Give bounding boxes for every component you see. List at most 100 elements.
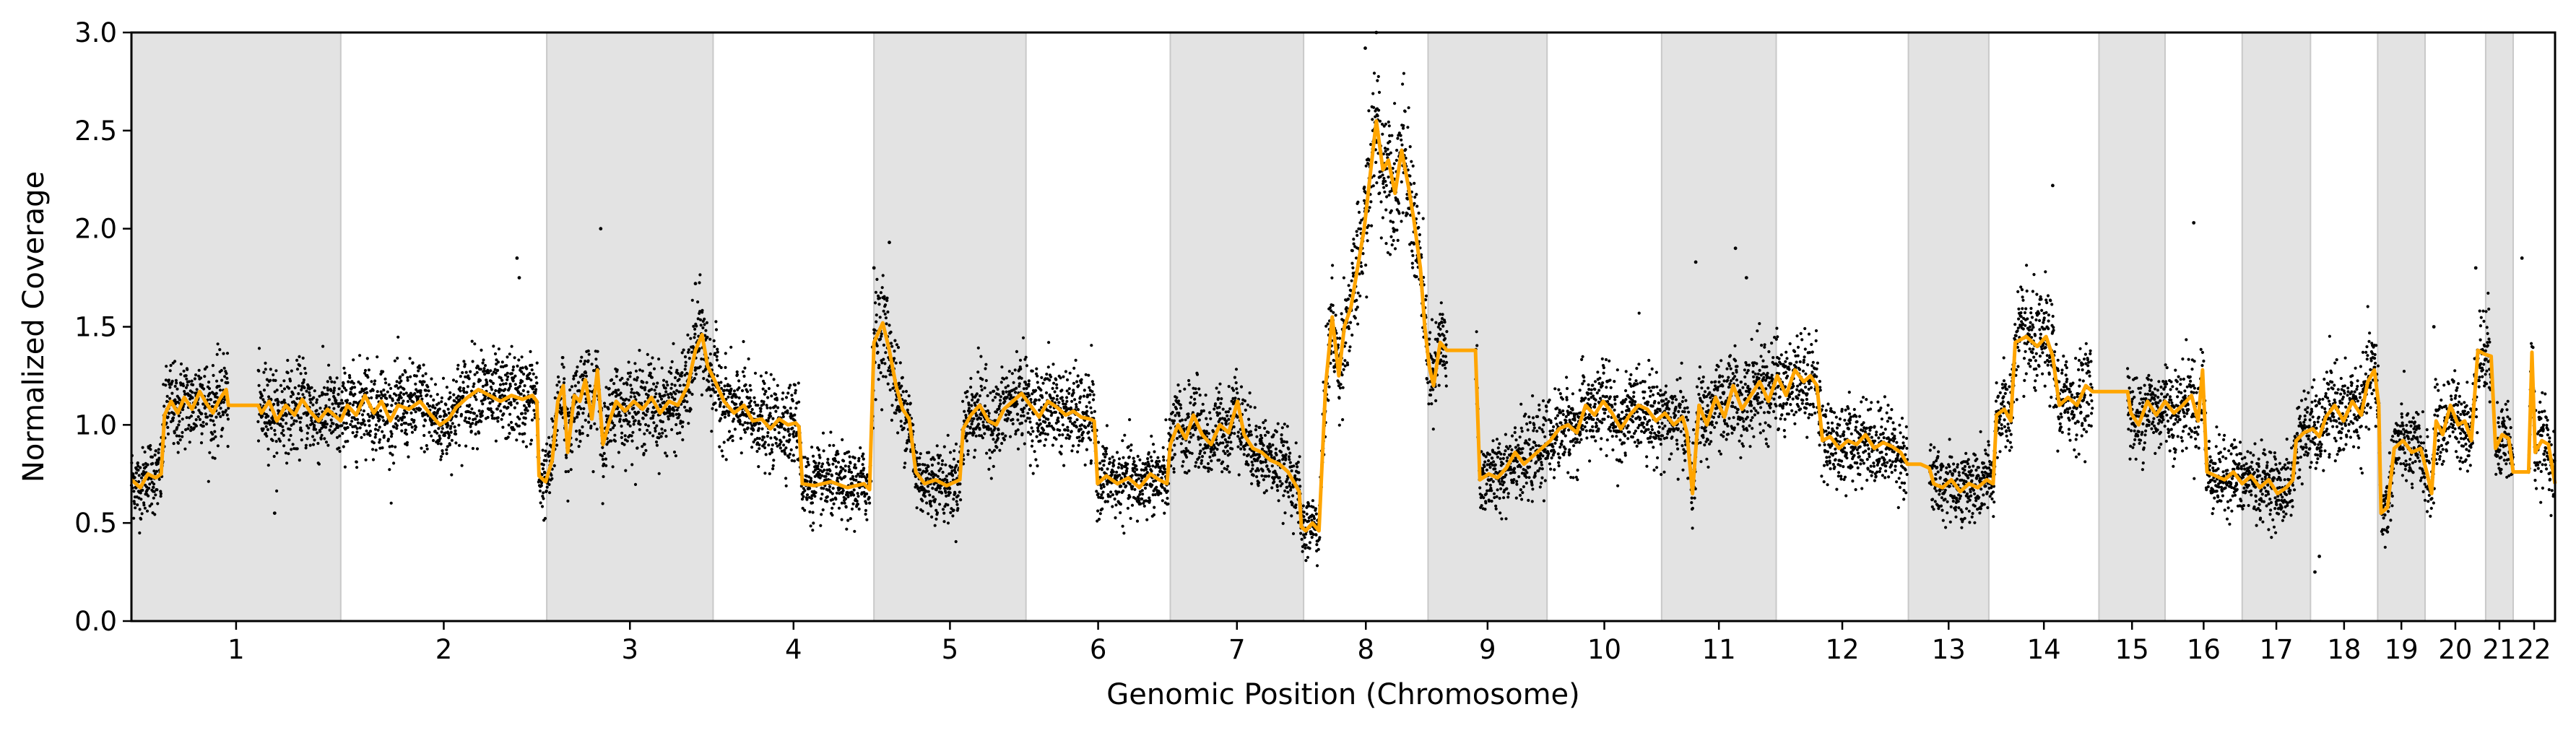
coverage-point [1125,469,1129,473]
coverage-point [1052,381,1056,385]
coverage-point [311,435,315,438]
coverage-point [810,497,813,500]
coverage-point [186,368,189,371]
coverage-point [748,383,752,387]
coverage-point [491,399,495,403]
coverage-point [1101,507,1104,511]
coverage-point [880,408,884,412]
coverage-point [684,360,688,364]
coverage-point [221,413,225,417]
coverage-point [142,463,145,467]
coverage-point [326,392,329,396]
coverage-point [1038,422,1042,426]
coverage-point [986,394,989,398]
coverage-point [303,367,307,370]
coverage-point [1111,470,1115,474]
coverage-point [830,474,833,477]
coverage-point [1184,446,1188,451]
coverage-point [1075,418,1079,422]
coverage-point [483,397,487,401]
coverage-point [422,450,426,454]
coverage-point [1057,420,1060,423]
coverage-point [192,426,196,430]
coverage-point [664,451,667,455]
coverage-point [1232,425,1236,429]
coverage-point [843,501,846,505]
coverage-point [517,424,521,428]
coverage-point [1031,430,1035,433]
coverage-point [472,385,475,389]
coverage-point [1038,439,1042,443]
coverage-point [893,350,896,353]
coverage-point [394,394,398,397]
coverage-point [1034,399,1038,402]
coverage-point [184,374,188,378]
coverage-point [834,465,838,469]
coverage-point [970,422,973,426]
coverage-point [773,428,776,432]
coverage-point [783,406,786,409]
coverage-point [390,432,394,435]
coverage-point [1129,443,1133,447]
coverage-point [297,384,300,388]
coverage-point [195,388,199,391]
coverage-point [268,422,272,426]
coverage-point [487,371,490,375]
coverage-point [907,394,911,398]
coverage-point [139,491,142,495]
coverage-point [1203,451,1207,455]
coverage-point [750,446,754,449]
coverage-point [391,453,394,457]
coverage-point [669,371,673,376]
coverage-point [1179,442,1183,446]
coverage-point [450,473,454,477]
coverage-point [721,454,725,458]
coverage-point [1079,395,1083,399]
coverage-point [1061,433,1064,437]
coverage-point [458,398,461,402]
coverage-point [413,392,417,396]
coverage-point [1077,383,1080,388]
coverage-point [1161,455,1166,459]
coverage-point [734,402,738,406]
coverage-point [272,421,277,425]
coverage-point [149,448,152,451]
coverage-point [643,388,647,391]
coverage-point [923,463,927,467]
coverage-point [1068,420,1072,423]
coverage-point [861,463,864,467]
coverage-point [654,385,658,389]
coverage-point [197,409,201,412]
coverage-point [763,381,766,386]
coverage-point [831,492,834,495]
coverage-point [376,390,379,394]
coverage-point [305,424,309,428]
coverage-point [1181,460,1185,464]
coverage-point [877,363,881,367]
coverage-point [493,392,496,396]
coverage-point [1081,436,1085,441]
coverage-point [1137,477,1140,480]
coverage-point [422,363,425,367]
coverage-point [1159,492,1163,495]
coverage-point [880,361,884,365]
coverage-point [143,450,147,454]
coverage-point [405,443,409,447]
coverage-point [779,446,782,450]
coverage-point [714,408,718,412]
coverage-point [526,390,530,394]
coverage-point [938,503,942,506]
coverage-point [882,297,886,300]
coverage-point [611,421,615,425]
coverage-point [428,404,432,408]
coverage-point [696,317,700,321]
coverage-point [832,443,836,447]
coverage-point [774,409,778,413]
coverage-point [1179,407,1183,410]
coverage-point [586,433,589,438]
coverage-point [1252,474,1255,477]
coverage-point [952,508,955,512]
coverage-point [431,438,435,443]
coverage-point [822,449,825,453]
coverage-point [841,438,844,442]
